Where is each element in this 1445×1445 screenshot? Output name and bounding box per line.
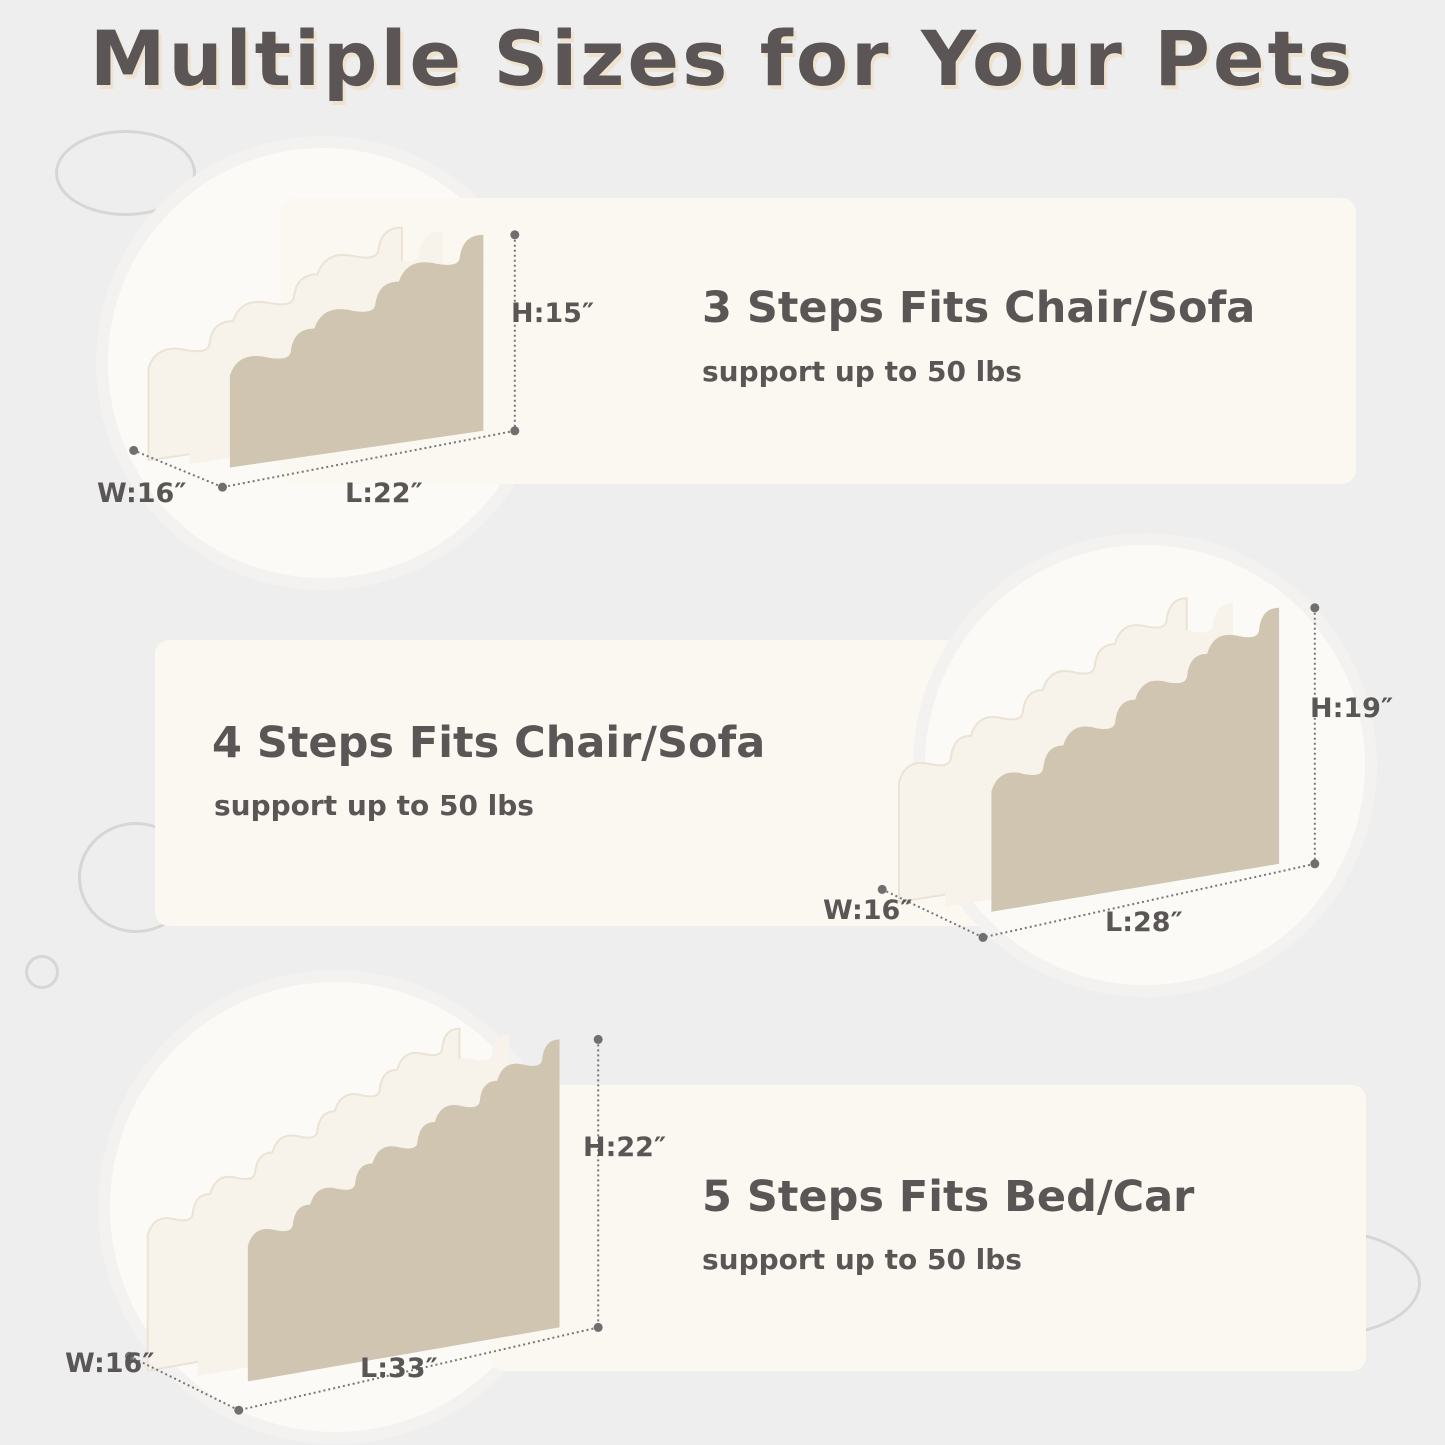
dimension-endpoint [218, 482, 227, 492]
product-title: 4 Steps Fits Chair/Sofa [212, 718, 766, 768]
height-label: H:19″ [1310, 693, 1394, 724]
height-label: H:15″ [511, 298, 595, 329]
length-dimension-line [238, 1326, 599, 1412]
product-capacity: support up to 50 lbs [702, 355, 1022, 388]
width-dimension-line [881, 888, 984, 939]
spaceship-doodle-icon [55, 130, 196, 216]
stairs-5-step-image [125, 1027, 603, 1415]
dimension-endpoint [129, 445, 139, 455]
product-info-panel [490, 1085, 1366, 1371]
width-dimension-line [133, 449, 223, 489]
dimension-endpoint [510, 426, 520, 436]
width-label: W:16″ [823, 895, 913, 926]
dimension-endpoint [978, 932, 988, 942]
dimension-endpoint [593, 1322, 603, 1332]
dimension-endpoint [877, 884, 887, 894]
dimension-endpoint [1310, 603, 1320, 613]
dimension-endpoint [593, 1034, 603, 1044]
height-label: H:22″ [583, 1132, 667, 1163]
product-capacity: support up to 50 lbs [702, 1243, 1022, 1276]
page-title: Multiple Sizes for Your Pets [89, 14, 1356, 103]
width-dimension-line [129, 1355, 240, 1412]
stairs-4-step-image [877, 597, 1320, 942]
dimension-endpoint [1310, 859, 1320, 869]
stairs-side-face [991, 607, 1280, 912]
width-label: W:16″ [65, 1348, 155, 1379]
dimension-endpoint [234, 1405, 244, 1415]
dimension-endpoint [125, 1351, 135, 1361]
product-title: 5 Steps Fits Bed/Car [702, 1172, 1195, 1222]
spiral-doodle-icon [25, 955, 59, 989]
stairs-side-face [229, 234, 484, 468]
product-title: 3 Steps Fits Chair/Sofa [702, 283, 1256, 333]
stairs-side-face [247, 1039, 560, 1382]
length-label: L:28″ [1105, 907, 1183, 938]
width-label: W:16″ [97, 478, 187, 509]
length-label: L:22″ [345, 478, 423, 509]
length-dimension-line [982, 862, 1316, 939]
length-label: L:33″ [360, 1353, 438, 1384]
stairs-3-step-image [129, 226, 520, 492]
product-capacity: support up to 50 lbs [214, 789, 534, 822]
dimension-endpoint [510, 230, 520, 240]
